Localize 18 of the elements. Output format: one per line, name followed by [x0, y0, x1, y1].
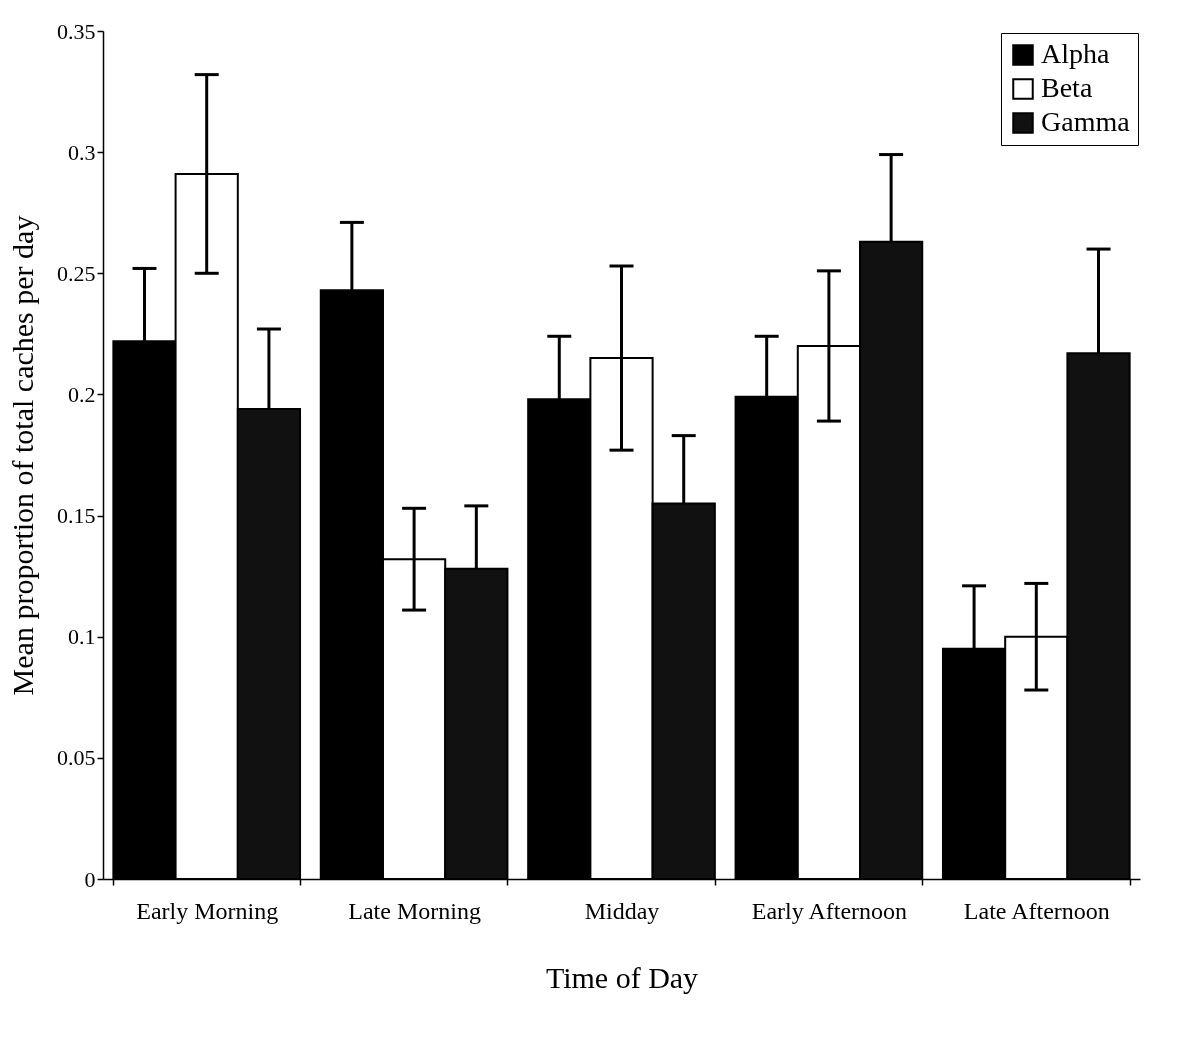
y-tick-label: 0.15 — [57, 503, 96, 529]
y-tick-label: 0.3 — [68, 139, 96, 165]
legend-label: Alpha — [1041, 38, 1110, 69]
x-tick-label: Late Afternoon — [963, 897, 1110, 924]
y-tick-label: 0.35 — [57, 18, 96, 44]
legend-label: Gamma — [1041, 106, 1131, 137]
x-tick-label: Late Morning — [348, 897, 481, 924]
y-tick-label: 0.25 — [57, 260, 96, 286]
y-tick-label: 0.05 — [57, 745, 96, 771]
x-tick-label: Midday — [584, 897, 660, 924]
y-tick-label: 0 — [84, 866, 96, 892]
y-axis-title: Mean proportion of total caches per day — [6, 215, 39, 696]
y-tick-label: 0.1 — [68, 624, 96, 650]
y-tick-label: 0.2 — [68, 381, 96, 407]
legend-label: Beta — [1041, 72, 1093, 103]
x-axis-title: Time of Day — [545, 960, 699, 994]
x-tick-label: Early Morning — [136, 897, 279, 924]
x-tick-label: Early Afternoon — [751, 897, 908, 924]
